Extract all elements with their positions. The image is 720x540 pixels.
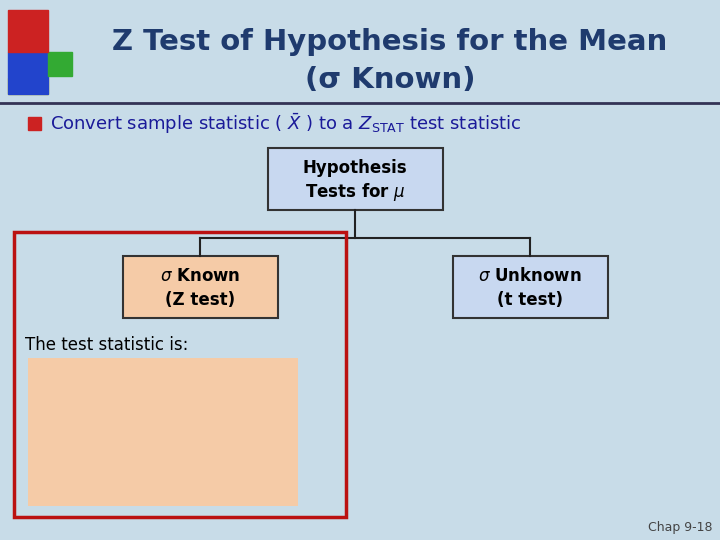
FancyBboxPatch shape (122, 256, 277, 318)
FancyBboxPatch shape (268, 148, 443, 210)
Text: $Z_{\mathrm{STAT}} = \dfrac{\bar{X} - \mu}{\dfrac{\sigma}{\sqrt{n}}}$: $Z_{\mathrm{STAT}} = \dfrac{\bar{X} - \m… (75, 390, 251, 484)
Text: Hypothesis: Hypothesis (302, 159, 408, 177)
Bar (14, 232, 346, 517)
Bar (8, 52, 48, 94)
Text: Z Test of Hypothesis for the Mean: Z Test of Hypothesis for the Mean (112, 28, 667, 56)
Bar (8, 78, 48, 94)
Bar (8, 10, 48, 52)
Text: $\sigma$ Known: $\sigma$ Known (160, 267, 240, 285)
Text: (Z test): (Z test) (165, 291, 235, 309)
FancyBboxPatch shape (28, 358, 298, 506)
Text: (t test): (t test) (497, 291, 563, 309)
Text: Chap 9-18: Chap 9-18 (647, 521, 712, 534)
Text: Convert sample statistic ( $\bar{X}$ ) to a $Z_{\mathrm{STAT}}$ test statistic: Convert sample statistic ( $\bar{X}$ ) t… (50, 112, 521, 136)
FancyBboxPatch shape (452, 256, 608, 318)
Text: $\sigma$ Unknown: $\sigma$ Unknown (478, 267, 582, 285)
Bar (48, 52, 72, 76)
Text: The test statistic is:: The test statistic is: (25, 336, 189, 354)
Bar (28, 117, 41, 130)
Text: (σ Known): (σ Known) (305, 66, 475, 94)
Text: Tests for $\mu$: Tests for $\mu$ (305, 181, 405, 203)
